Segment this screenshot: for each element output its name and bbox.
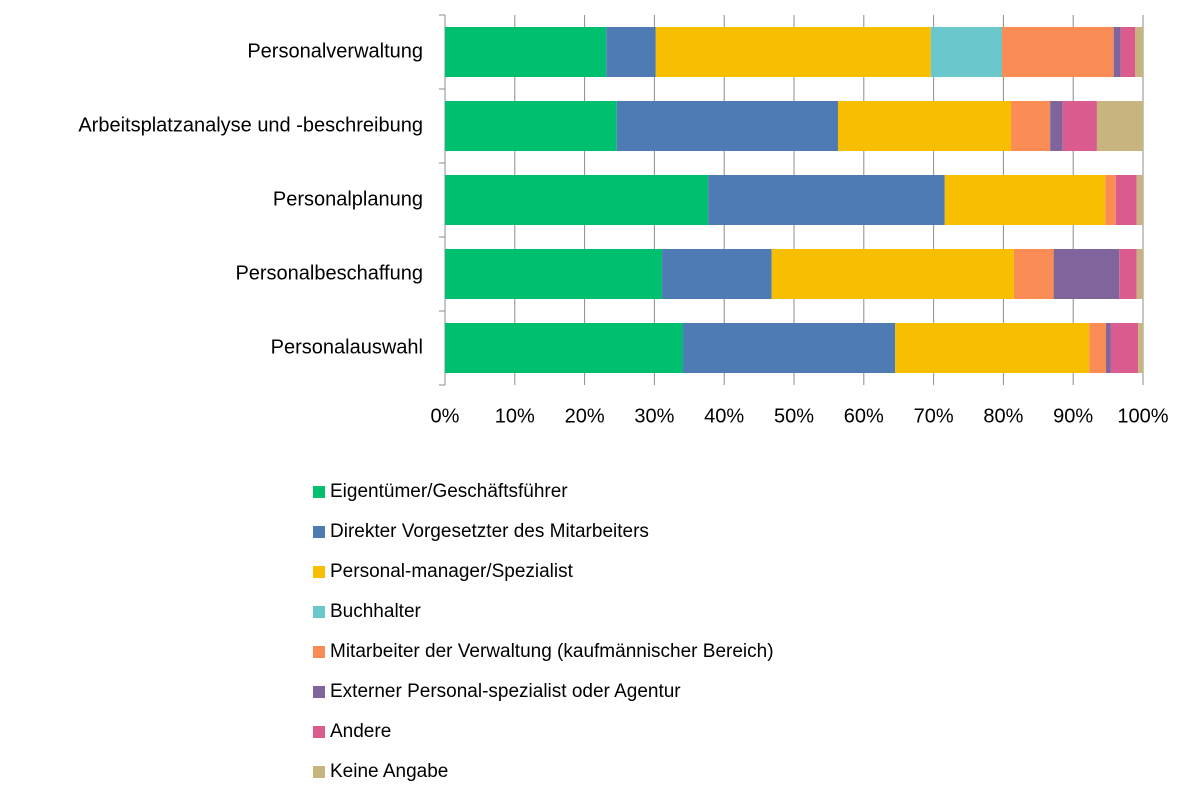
bar-segment [1120,27,1136,77]
bar-segment [655,27,931,77]
bar-segment [445,27,607,77]
bar-segment [1138,323,1143,373]
bar-segment [683,323,896,373]
legend-label: Direkter Vorgesetzter des Mitarbeiters [330,521,649,542]
legend-swatch [313,726,325,738]
x-tick-label: 70% [914,405,954,427]
legend-label: Keine Angabe [330,761,448,782]
bar-segment [930,27,1003,77]
bar-segment [771,249,1014,299]
bar-segment [1136,175,1143,225]
bar-segment [1011,101,1051,151]
bar-segment [1013,249,1054,299]
x-tick-label: 100% [1117,405,1168,427]
bar-segment [1050,101,1063,151]
bar-segment [445,101,617,151]
bar-segment [944,175,1106,225]
bar-segment [1113,27,1121,77]
bar-segment [662,249,772,299]
legend-swatch [313,566,325,578]
bar-segment [708,175,945,225]
legend-label: Andere [330,721,391,742]
bar-segment [606,27,656,77]
y-tick-label: Personalauswahl [271,336,423,358]
bar-segment [1096,101,1143,151]
bar-segment [1062,101,1097,151]
legend-label: Personal-manager/Spezialist [330,561,574,582]
legend-label: Buchhalter [330,601,422,622]
legend-swatch [313,646,325,658]
bar-segment [1002,27,1114,77]
legend-label: Eigentümer/Geschäftsführer [330,481,568,502]
bar-segment [1119,249,1137,299]
x-tick-label: 0% [431,405,460,427]
legend-swatch [313,686,325,698]
x-tick-label: 10% [495,405,535,427]
bar-segment [1106,323,1111,373]
legend-swatch [313,766,325,778]
bar-segment [895,323,1090,373]
x-tick-label: 30% [634,405,674,427]
x-tick-label: 50% [774,405,814,427]
x-tick-label: 20% [565,405,605,427]
legend-swatch [313,486,325,498]
legend-label: Externer Personal-spezialist oder Agentu… [330,681,681,702]
y-tick-label: Arbeitsplatzanalyse und -beschreibung [78,114,423,136]
bar-segment [445,323,684,373]
bar-segment [1053,249,1120,299]
x-tick-label: 90% [1053,405,1093,427]
bar-segment [1110,323,1139,373]
bar-segment [1135,27,1143,77]
bar-segment [445,175,709,225]
bar-segment [1115,175,1137,225]
x-tick-label: 60% [844,405,884,427]
bar-segment [616,101,838,151]
bar-segment [1136,249,1143,299]
x-tick-label: 40% [704,405,744,427]
y-tick-label: Personalverwaltung [247,40,423,62]
bar-segment [445,249,663,299]
bar-segment [1105,175,1116,225]
bar-segment [837,101,1012,151]
bar-segment [1089,323,1107,373]
legend-swatch [313,526,325,538]
legend-swatch [313,606,325,618]
y-tick-label: Personalplanung [273,188,423,210]
x-tick-label: 80% [983,405,1023,427]
legend-label: Mitarbeiter der Verwaltung (kaufmännisch… [330,641,774,662]
y-tick-label: Personalbeschaffung [235,262,423,284]
